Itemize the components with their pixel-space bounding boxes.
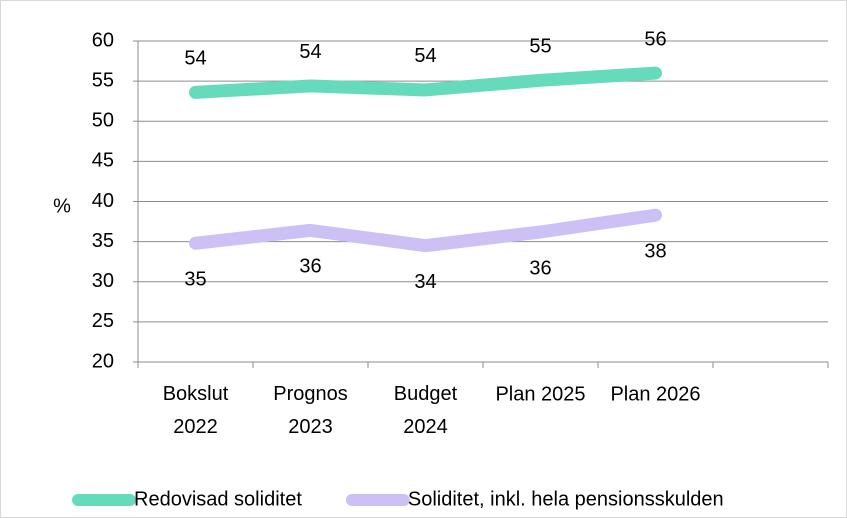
x-tick-label: Prognos 2023: [273, 383, 348, 438]
line-series: [189, 66, 662, 99]
legend-label: Redovisad soliditet: [134, 488, 302, 510]
y-axis-label: %: [53, 195, 71, 217]
y-tick-label: 50: [92, 110, 114, 132]
y-tick-label: 45: [92, 150, 114, 172]
x-tick-label: Plan 2025: [495, 383, 585, 405]
y-tick-label: 20: [92, 350, 114, 372]
data-label: 54: [414, 45, 436, 67]
y-tick-label: 60: [92, 29, 114, 51]
y-tick-label: 55: [92, 69, 114, 91]
data-label: 54: [299, 41, 321, 63]
data-label: 35: [184, 269, 206, 291]
y-tick-label: 30: [92, 270, 114, 292]
data-label: 36: [299, 256, 321, 278]
data-label: 54: [184, 48, 206, 70]
x-tick-label: Bokslut 2022: [163, 383, 229, 438]
data-label: 55: [529, 36, 551, 58]
x-tick-label: Plan 2026: [610, 383, 700, 405]
data-label: 56: [644, 28, 666, 50]
y-tick-label: 40: [92, 190, 114, 212]
data-label: 34: [414, 271, 436, 293]
x-tick-label: Budget 2024: [394, 383, 458, 438]
y-tick-label: 35: [92, 230, 114, 252]
legend-label: Soliditet, inkl. hela pensionsskulden: [408, 488, 724, 510]
data-label: 36: [529, 257, 551, 279]
y-tick-label: 25: [92, 310, 114, 332]
data-label: 38: [644, 240, 666, 262]
line-series: [189, 208, 662, 253]
